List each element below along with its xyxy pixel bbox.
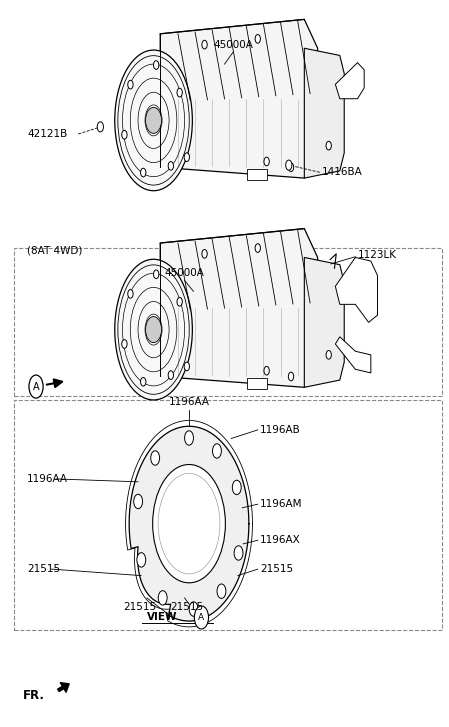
Text: 21515: 21515 xyxy=(27,564,60,574)
Circle shape xyxy=(202,40,207,49)
Circle shape xyxy=(145,316,162,342)
Bar xyxy=(14,248,442,396)
Circle shape xyxy=(158,590,167,605)
Ellipse shape xyxy=(115,50,192,190)
Text: (8AT 4WD): (8AT 4WD) xyxy=(27,245,83,255)
Circle shape xyxy=(232,481,241,494)
FancyArrowPatch shape xyxy=(57,683,69,692)
Circle shape xyxy=(217,584,226,598)
Text: 1196AB: 1196AB xyxy=(260,425,301,435)
Text: 21515: 21515 xyxy=(123,601,157,611)
Text: 45000A: 45000A xyxy=(213,40,253,49)
Polygon shape xyxy=(335,63,364,99)
Text: A: A xyxy=(198,613,204,622)
Text: 1196AX: 1196AX xyxy=(260,535,301,545)
Circle shape xyxy=(151,451,159,465)
Circle shape xyxy=(29,375,43,398)
Circle shape xyxy=(122,130,127,139)
Text: A: A xyxy=(33,382,40,392)
Circle shape xyxy=(134,494,143,509)
Circle shape xyxy=(184,153,189,161)
Polygon shape xyxy=(160,228,320,387)
Circle shape xyxy=(97,122,103,132)
Circle shape xyxy=(154,270,159,278)
Circle shape xyxy=(202,249,207,258)
Circle shape xyxy=(128,81,133,89)
Polygon shape xyxy=(335,257,378,322)
Polygon shape xyxy=(247,169,267,180)
Circle shape xyxy=(177,297,182,306)
Circle shape xyxy=(255,34,260,43)
Text: 1123LK: 1123LK xyxy=(357,250,396,260)
Polygon shape xyxy=(304,257,344,387)
Circle shape xyxy=(264,157,269,166)
Circle shape xyxy=(326,141,331,150)
Polygon shape xyxy=(160,20,320,178)
Circle shape xyxy=(264,366,269,375)
Circle shape xyxy=(189,602,198,616)
Circle shape xyxy=(288,372,294,381)
Text: 1196AA: 1196AA xyxy=(168,397,210,407)
Ellipse shape xyxy=(115,260,192,400)
Text: 21515: 21515 xyxy=(170,601,203,611)
Circle shape xyxy=(168,371,173,379)
Circle shape xyxy=(141,377,146,386)
Circle shape xyxy=(137,553,146,567)
Circle shape xyxy=(141,168,146,177)
Circle shape xyxy=(154,61,159,69)
Text: 1196AM: 1196AM xyxy=(260,499,303,509)
Circle shape xyxy=(288,163,294,172)
Polygon shape xyxy=(304,48,344,178)
Polygon shape xyxy=(247,378,267,390)
Text: FR.: FR. xyxy=(23,689,45,702)
Circle shape xyxy=(168,161,173,170)
Circle shape xyxy=(286,160,292,170)
Text: 21515: 21515 xyxy=(260,564,293,574)
Circle shape xyxy=(184,362,189,371)
Polygon shape xyxy=(129,426,249,621)
Text: 42121B: 42121B xyxy=(27,129,67,139)
Circle shape xyxy=(177,88,182,97)
Text: 1196AA: 1196AA xyxy=(27,474,68,484)
Bar xyxy=(14,400,442,630)
Circle shape xyxy=(212,443,221,458)
Circle shape xyxy=(194,606,208,629)
Circle shape xyxy=(122,340,127,348)
Polygon shape xyxy=(335,337,371,373)
Circle shape xyxy=(145,108,162,133)
Text: 1416BA: 1416BA xyxy=(322,167,363,177)
Text: 45000A: 45000A xyxy=(165,268,205,278)
Circle shape xyxy=(326,350,331,359)
Text: VIEW: VIEW xyxy=(147,612,178,622)
Circle shape xyxy=(153,465,225,583)
Circle shape xyxy=(255,244,260,252)
Circle shape xyxy=(128,289,133,298)
Circle shape xyxy=(185,430,194,445)
Circle shape xyxy=(234,546,243,561)
